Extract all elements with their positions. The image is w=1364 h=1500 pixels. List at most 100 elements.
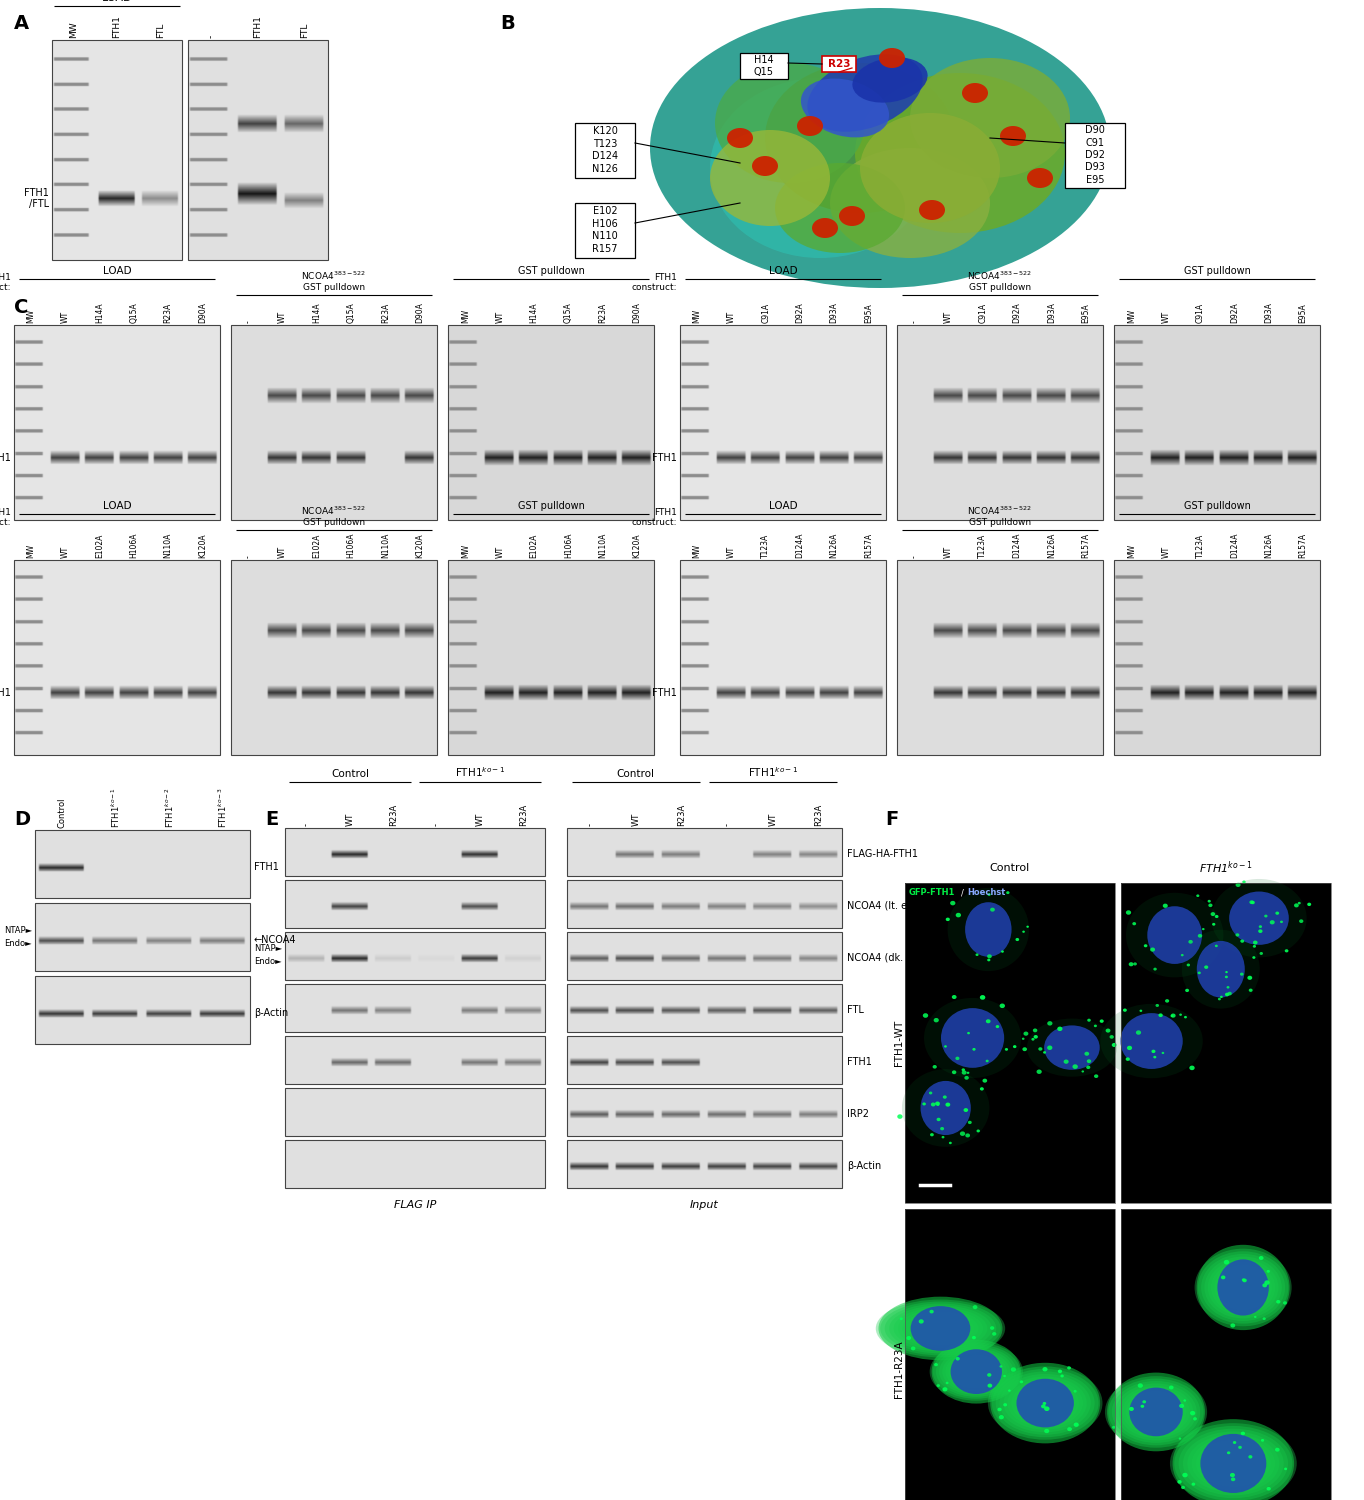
Ellipse shape bbox=[1042, 1401, 1048, 1404]
Bar bbox=[14, 326, 220, 520]
Ellipse shape bbox=[1112, 1382, 1200, 1443]
Ellipse shape bbox=[979, 1088, 983, 1090]
Ellipse shape bbox=[1228, 1452, 1230, 1454]
Ellipse shape bbox=[1034, 1035, 1038, 1038]
Text: Hoechst: Hoechst bbox=[967, 888, 1005, 897]
Ellipse shape bbox=[1224, 1260, 1229, 1264]
Ellipse shape bbox=[902, 1070, 989, 1148]
Ellipse shape bbox=[1020, 1380, 1023, 1383]
Ellipse shape bbox=[1094, 1074, 1098, 1078]
Text: β-Actin: β-Actin bbox=[254, 1008, 288, 1019]
Ellipse shape bbox=[1254, 1316, 1256, 1318]
Ellipse shape bbox=[945, 1353, 1007, 1390]
Ellipse shape bbox=[986, 1019, 990, 1023]
Text: D: D bbox=[14, 810, 30, 830]
Ellipse shape bbox=[945, 1382, 948, 1384]
Text: WT: WT bbox=[727, 310, 737, 322]
Ellipse shape bbox=[1178, 1404, 1184, 1408]
Bar bbox=[567, 880, 842, 928]
Ellipse shape bbox=[1211, 912, 1215, 916]
Ellipse shape bbox=[1240, 939, 1244, 944]
Text: FTH1: FTH1 bbox=[652, 687, 677, 698]
Ellipse shape bbox=[1214, 1264, 1271, 1311]
Bar bbox=[567, 984, 842, 1032]
Ellipse shape bbox=[1188, 1434, 1279, 1492]
Text: WT: WT bbox=[1161, 546, 1170, 558]
Ellipse shape bbox=[878, 48, 904, 68]
Bar bbox=[1065, 123, 1125, 188]
Ellipse shape bbox=[1139, 1010, 1142, 1013]
Text: K120A: K120A bbox=[198, 534, 207, 558]
Ellipse shape bbox=[921, 1320, 960, 1338]
Text: FTL: FTL bbox=[847, 1005, 863, 1016]
Text: FTH1$^{ko-1}$: FTH1$^{ko-1}$ bbox=[1199, 859, 1254, 876]
Ellipse shape bbox=[1181, 954, 1184, 957]
Text: FTH1
construct:: FTH1 construct: bbox=[632, 509, 677, 528]
Ellipse shape bbox=[1125, 910, 1131, 915]
Ellipse shape bbox=[1099, 1020, 1103, 1023]
Text: N126A: N126A bbox=[829, 532, 839, 558]
Ellipse shape bbox=[1214, 1450, 1254, 1476]
Ellipse shape bbox=[1196, 940, 1245, 998]
Bar bbox=[1121, 1209, 1331, 1500]
Text: NTAP►: NTAP► bbox=[254, 945, 282, 954]
Text: B: B bbox=[501, 13, 514, 33]
Ellipse shape bbox=[1140, 1401, 1172, 1423]
Text: FTH1$^{ko-1}$: FTH1$^{ko-1}$ bbox=[747, 765, 798, 778]
Ellipse shape bbox=[933, 1344, 1020, 1398]
Ellipse shape bbox=[1204, 966, 1209, 969]
Text: FTH1
construct:: FTH1 construct: bbox=[0, 273, 11, 292]
Ellipse shape bbox=[973, 1336, 975, 1340]
Text: R23A: R23A bbox=[389, 804, 398, 826]
Ellipse shape bbox=[1045, 1430, 1049, 1432]
Text: MW: MW bbox=[693, 309, 701, 322]
Ellipse shape bbox=[1060, 1374, 1064, 1377]
Ellipse shape bbox=[1125, 1390, 1187, 1432]
Ellipse shape bbox=[911, 1316, 970, 1341]
Ellipse shape bbox=[1195, 1248, 1292, 1326]
Bar bbox=[567, 1036, 842, 1084]
Ellipse shape bbox=[1087, 1019, 1091, 1022]
Ellipse shape bbox=[1015, 938, 1019, 940]
Bar bbox=[1121, 1209, 1331, 1500]
Ellipse shape bbox=[1229, 891, 1289, 945]
Ellipse shape bbox=[711, 130, 831, 226]
Ellipse shape bbox=[982, 1078, 988, 1083]
Bar bbox=[285, 1140, 546, 1188]
Ellipse shape bbox=[1247, 975, 1252, 980]
Ellipse shape bbox=[907, 1336, 911, 1340]
Ellipse shape bbox=[941, 1136, 944, 1138]
Text: Q15A: Q15A bbox=[563, 303, 573, 322]
Text: FTH1$^{ko-1}$: FTH1$^{ko-1}$ bbox=[454, 765, 505, 778]
Text: IRP2: IRP2 bbox=[847, 1110, 869, 1119]
Text: FTH1$^{ko-3}$: FTH1$^{ko-3}$ bbox=[217, 788, 229, 828]
Text: Control: Control bbox=[331, 770, 370, 778]
Ellipse shape bbox=[1218, 998, 1221, 1000]
Ellipse shape bbox=[878, 1296, 1003, 1360]
Ellipse shape bbox=[1123, 1008, 1127, 1013]
Text: FTH1
construct:: FTH1 construct: bbox=[0, 509, 11, 528]
Text: Control: Control bbox=[990, 862, 1030, 873]
Text: WT: WT bbox=[769, 813, 777, 826]
Ellipse shape bbox=[992, 1332, 996, 1335]
Ellipse shape bbox=[940, 1348, 1013, 1395]
Text: WT: WT bbox=[1161, 310, 1170, 322]
Ellipse shape bbox=[1037, 1070, 1042, 1074]
Bar bbox=[285, 984, 546, 1032]
Ellipse shape bbox=[1043, 1052, 1046, 1053]
Ellipse shape bbox=[967, 1071, 970, 1074]
Ellipse shape bbox=[1284, 1300, 1288, 1305]
Ellipse shape bbox=[1204, 1446, 1262, 1482]
Ellipse shape bbox=[1249, 900, 1254, 904]
Bar bbox=[285, 828, 546, 876]
Ellipse shape bbox=[1198, 972, 1200, 974]
Ellipse shape bbox=[937, 1104, 940, 1106]
Ellipse shape bbox=[880, 1302, 1001, 1356]
Text: D90
C91
D92
D93
E95: D90 C91 D92 D93 E95 bbox=[1084, 124, 1105, 184]
Ellipse shape bbox=[801, 78, 889, 138]
Text: R157A: R157A bbox=[1082, 532, 1090, 558]
Ellipse shape bbox=[1162, 1052, 1165, 1054]
Bar bbox=[35, 976, 250, 1044]
Text: K120A: K120A bbox=[415, 534, 424, 558]
Ellipse shape bbox=[988, 954, 992, 958]
